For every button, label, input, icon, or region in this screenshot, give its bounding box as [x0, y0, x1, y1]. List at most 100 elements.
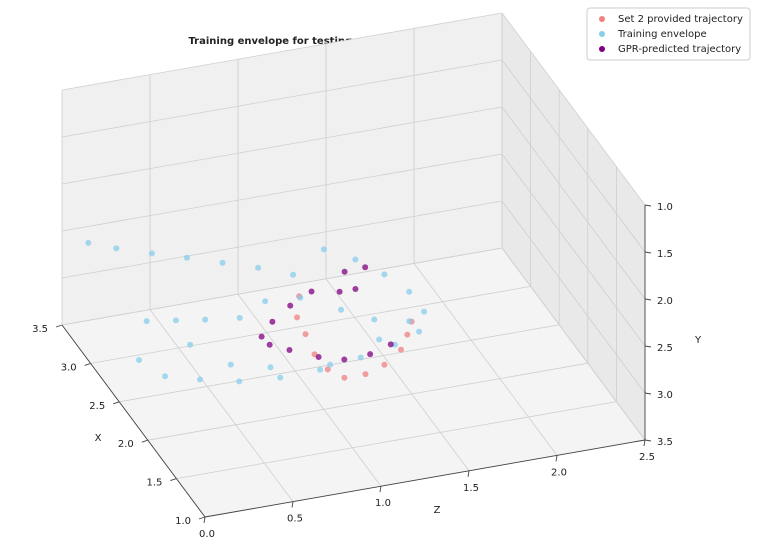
point	[317, 366, 324, 373]
point	[357, 354, 364, 361]
grid-line	[61, 59, 503, 138]
point	[294, 314, 301, 321]
x-tick	[55, 324, 63, 328]
z-tick-label: 2.5	[639, 452, 655, 463]
grid-line	[119, 324, 560, 403]
legend-label: GPR-predicted trajectory	[618, 44, 741, 55]
point	[113, 245, 120, 252]
grid-line	[61, 106, 503, 185]
grid-line	[147, 362, 588, 441]
z-axis-label: Z	[434, 505, 441, 516]
y-tick-label: 2.0	[657, 296, 673, 307]
point	[236, 378, 243, 385]
point	[297, 294, 304, 301]
grid-line	[325, 278, 470, 472]
legend-marker	[599, 46, 605, 52]
x-tick	[113, 401, 120, 405]
point	[258, 333, 265, 340]
z-axis	[204, 439, 646, 518]
point	[362, 264, 369, 271]
x-axis	[61, 324, 206, 518]
legend: Set 2 provided trajectory Training envelo…	[586, 7, 751, 61]
y-tick	[644, 251, 652, 254]
legend-box	[586, 7, 751, 61]
point	[338, 306, 345, 313]
point	[327, 361, 334, 368]
grid-line	[501, 12, 646, 206]
grid-line	[61, 153, 503, 232]
x-tick	[141, 439, 148, 443]
grid-line	[501, 247, 646, 441]
z-tick	[203, 516, 206, 524]
point	[202, 316, 209, 323]
z-tick-label: 1.5	[463, 483, 479, 494]
z-tick	[555, 455, 558, 462]
point	[421, 308, 428, 315]
z-tick-label: 1.0	[375, 498, 391, 509]
point	[262, 298, 269, 305]
point	[341, 268, 348, 275]
x-tick	[84, 362, 91, 366]
y-tick	[644, 392, 652, 395]
point	[85, 239, 92, 246]
grid-line	[501, 106, 646, 300]
y-tick-label: 3.5	[657, 437, 673, 448]
point	[308, 288, 315, 295]
z-tick-label: 0.0	[199, 529, 215, 540]
point	[143, 318, 150, 325]
point	[183, 254, 190, 261]
z-tick	[643, 439, 646, 447]
grid-line	[501, 59, 646, 253]
grid-line	[61, 200, 503, 279]
point	[387, 341, 394, 348]
point	[287, 302, 294, 309]
point	[187, 341, 194, 348]
grid-line	[149, 309, 294, 502]
point	[148, 250, 155, 257]
x-tick-label: 2.0	[118, 439, 134, 450]
z-tick	[379, 486, 382, 493]
point	[219, 259, 226, 266]
point	[136, 357, 142, 364]
point	[341, 374, 348, 381]
floor-pane	[62, 248, 645, 517]
point	[352, 256, 359, 263]
point	[236, 314, 243, 321]
point	[367, 351, 374, 358]
x-tick-label: 1.5	[146, 478, 162, 489]
point	[172, 317, 179, 324]
point	[320, 246, 327, 253]
point	[324, 366, 331, 373]
point	[398, 346, 405, 353]
y-tick-label: 3.0	[657, 390, 673, 401]
point	[227, 361, 234, 368]
legend-label: Training envelope	[617, 29, 707, 40]
grid-line	[501, 153, 646, 347]
point	[406, 318, 413, 325]
side-pane	[502, 13, 645, 440]
point	[376, 336, 383, 343]
x-tick-label: 3.5	[32, 324, 48, 335]
x-tick-label: 3.0	[61, 362, 77, 373]
z-tick	[291, 501, 294, 508]
point	[416, 328, 423, 335]
point	[302, 331, 309, 338]
point	[341, 356, 348, 363]
point	[362, 371, 369, 378]
y-tick-label: 1.5	[657, 249, 673, 260]
x-tick-label: 2.5	[89, 401, 105, 412]
point	[255, 264, 262, 271]
point	[315, 354, 322, 361]
z-tick	[467, 470, 470, 477]
grid-line	[90, 286, 531, 364]
y-tick-label: 1.0	[657, 202, 673, 213]
z-tick-label: 0.5	[287, 514, 303, 525]
point	[269, 318, 276, 325]
grid-line	[176, 401, 617, 479]
point	[286, 346, 293, 353]
grid-line	[237, 293, 382, 487]
point	[266, 341, 273, 348]
y-tick	[644, 298, 652, 301]
point	[197, 376, 204, 383]
